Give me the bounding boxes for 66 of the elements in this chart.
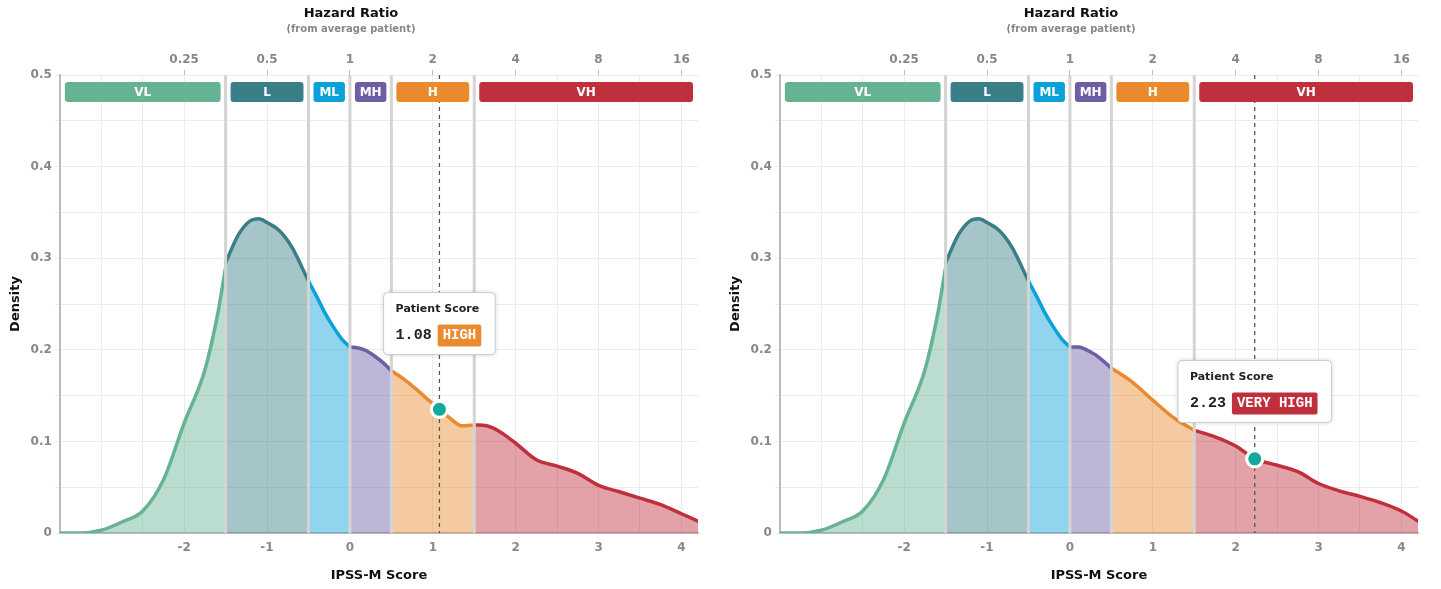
x-tick-label: -2 bbox=[177, 540, 191, 555]
y-tick-label: 0.1 bbox=[30, 433, 52, 448]
annotation: 2.23 bbox=[1189, 395, 1226, 413]
x2-axis-title: Hazard Ratio bbox=[303, 5, 399, 21]
chart-subtitle: (from average patient) bbox=[286, 23, 416, 35]
y-tick-label: 0.5 bbox=[30, 67, 52, 82]
x-tick-label: -2 bbox=[897, 540, 911, 555]
y-tick-label: 0.4 bbox=[750, 158, 772, 173]
x2-tick-label: 0.25 bbox=[889, 51, 919, 66]
text: VH bbox=[576, 84, 596, 99]
x2-tick-label: 1 bbox=[1065, 51, 1075, 66]
annotation: Patient Score bbox=[395, 302, 480, 316]
annotation: 1.08 bbox=[395, 327, 432, 345]
text: L bbox=[983, 84, 992, 99]
text: MH bbox=[1079, 84, 1102, 99]
text: VL bbox=[854, 84, 872, 99]
y-axis-title: Density bbox=[727, 275, 743, 332]
x2-tick-label: 8 bbox=[594, 51, 603, 66]
y-tick-label: 0 bbox=[763, 525, 772, 540]
x-tick-label: 4 bbox=[1397, 540, 1406, 555]
y-tick-label: 0.4 bbox=[30, 158, 52, 173]
y-tick-label: 0 bbox=[43, 525, 52, 540]
chart-subtitle: (from average patient) bbox=[1006, 23, 1136, 35]
text: VH bbox=[1296, 84, 1316, 99]
x2-tick-label: 0.5 bbox=[976, 51, 998, 66]
x2-tick-label: 1 bbox=[345, 51, 355, 66]
x2-tick-label: 4 bbox=[511, 51, 520, 66]
x-tick-label: -1 bbox=[980, 540, 994, 555]
x-tick-label: 1 bbox=[1148, 540, 1157, 555]
x2-axis-title: Hazard Ratio bbox=[1023, 5, 1119, 21]
x-tick-label: 4 bbox=[677, 540, 686, 555]
x2-tick-label: 4 bbox=[1231, 51, 1240, 66]
y-tick-label: 0.2 bbox=[30, 341, 52, 356]
x-tick-label: 3 bbox=[1314, 540, 1323, 555]
x-tick-label: 3 bbox=[594, 540, 603, 555]
x2-tick-label: 16 bbox=[1393, 51, 1410, 66]
y-axis-title: Density bbox=[7, 275, 23, 332]
x2-tick-label: 0.5 bbox=[256, 51, 278, 66]
x-axis-title: IPSS-M Score bbox=[330, 566, 428, 582]
x-tick-label: 0 bbox=[1065, 540, 1075, 555]
x2-tick-label: 8 bbox=[1314, 51, 1323, 66]
x2-tick-label: 2 bbox=[1148, 51, 1157, 66]
text: VL bbox=[134, 84, 152, 99]
x-tick-label: 2 bbox=[1231, 540, 1240, 555]
x-tick-label: 0 bbox=[345, 540, 355, 555]
text: ML bbox=[1039, 84, 1060, 99]
x2-tick-label: 0.25 bbox=[169, 51, 199, 66]
x-axis-title: IPSS-M Score bbox=[1050, 566, 1148, 582]
text: L bbox=[263, 84, 272, 99]
x2-tick-label: 2 bbox=[428, 51, 437, 66]
annotation: Patient Score bbox=[1189, 370, 1274, 384]
annotation: HIGH bbox=[442, 327, 477, 344]
text: H bbox=[1147, 84, 1158, 99]
x-tick-label: -1 bbox=[260, 540, 274, 555]
x2-tick-label: 16 bbox=[673, 51, 690, 66]
text: H bbox=[427, 84, 438, 99]
annotation: VERY HIGH bbox=[1236, 394, 1313, 411]
y-tick-label: 0.2 bbox=[750, 341, 772, 356]
y-tick-label: 0.3 bbox=[30, 250, 52, 265]
x-tick-label: 2 bbox=[511, 540, 520, 555]
text: ML bbox=[319, 84, 340, 99]
y-tick-label: 0.3 bbox=[750, 250, 772, 265]
y-tick-label: 0.1 bbox=[750, 433, 772, 448]
x-tick-label: 1 bbox=[428, 540, 437, 555]
y-tick-label: 0.5 bbox=[750, 67, 772, 82]
text: MH bbox=[359, 84, 382, 99]
